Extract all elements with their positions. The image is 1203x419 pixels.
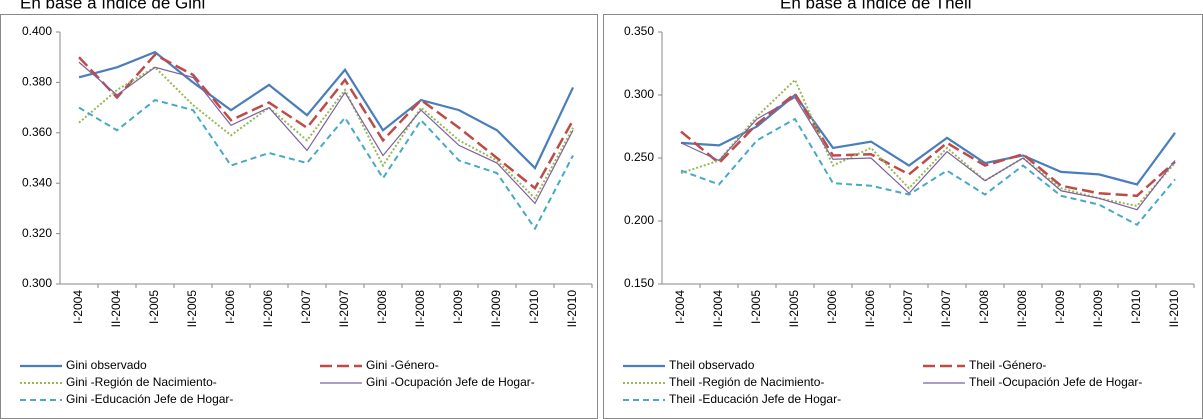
- y-tick-label: 0.320: [22, 226, 52, 240]
- x-tick-label: I-2010: [1129, 290, 1143, 324]
- x-tick-label: I-2007: [299, 290, 313, 324]
- series-line: [680, 96, 1176, 211]
- y-tick-label: 0.380: [22, 75, 52, 89]
- legend-label: Gini -Ocupación Jefe de Hogar-: [366, 375, 535, 389]
- y-tick-label: 0.200: [624, 213, 654, 227]
- x-tick-label: II-2004: [711, 290, 725, 328]
- x-tick-label: II-2005: [787, 290, 801, 328]
- x-tick-label: I-2006: [223, 290, 237, 324]
- y-tick-label: 0.150: [624, 276, 654, 290]
- chart-title: En base a índice de Theil: [780, 0, 972, 12]
- x-tick-label: I-2008: [977, 290, 991, 324]
- x-tick-label: I-2005: [749, 290, 763, 324]
- legend-label: Gini -Género-: [366, 358, 439, 372]
- legend-label: Gini observado: [66, 358, 147, 372]
- legend-label: Gini -Educación Jefe de Hogar-: [66, 392, 233, 406]
- x-tick-label: I-2009: [1053, 290, 1067, 324]
- x-tick-label: II-2008: [1015, 290, 1029, 328]
- legend-label: Theil -Ocupación Jefe de Hogar-: [969, 375, 1142, 389]
- x-tick-label: II-2008: [413, 290, 427, 328]
- x-tick-label: II-2009: [489, 290, 503, 328]
- legend-label: Theil -Región de Nacimiento-: [669, 375, 824, 389]
- x-tick-label: I-2007: [901, 290, 915, 324]
- y-tick-label: 0.400: [22, 24, 52, 38]
- x-tick-label: II-2004: [109, 290, 123, 328]
- y-tick-label: 0.300: [624, 87, 654, 101]
- x-tick-label: I-2009: [451, 290, 465, 324]
- x-tick-label: I-2005: [147, 290, 161, 324]
- x-tick-label: II-2006: [863, 290, 877, 328]
- y-tick-label: 0.360: [22, 125, 52, 139]
- x-tick-label: I-2010: [527, 290, 541, 324]
- series-line: [680, 93, 1176, 186]
- series-line: [78, 50, 574, 170]
- x-tick-label: I-2006: [825, 290, 839, 324]
- y-tick-label: 0.300: [22, 276, 52, 290]
- x-tick-label: II-2009: [1091, 290, 1105, 328]
- x-tick-label: II-2010: [1167, 290, 1181, 328]
- x-tick-label: II-2005: [185, 290, 199, 328]
- series-line: [78, 66, 574, 200]
- series-line: [680, 91, 1176, 198]
- chart-title: En base a índice de Gini: [20, 0, 205, 12]
- y-tick-label: 0.350: [624, 24, 654, 38]
- x-tick-label: II-2006: [261, 290, 275, 328]
- y-tick-label: 0.250: [624, 150, 654, 164]
- x-tick-label: I-2004: [673, 290, 687, 324]
- x-tick-label: II-2010: [565, 290, 579, 328]
- series-line: [78, 53, 575, 191]
- legend-label: Theil observado: [669, 358, 755, 372]
- x-tick-label: II-2007: [939, 290, 953, 328]
- legend-label: Gini -Región de Nacimiento-: [66, 375, 217, 389]
- y-tick-label: 0.340: [22, 175, 52, 189]
- x-tick-label: I-2004: [71, 290, 85, 324]
- series-line: [680, 117, 1176, 227]
- x-tick-label: I-2008: [375, 290, 389, 324]
- x-tick-label: II-2007: [337, 290, 351, 328]
- legend-label: Theil -Educación Jefe de Hogar-: [669, 392, 841, 406]
- series-line: [78, 61, 574, 205]
- legend-label: Theil -Género-: [969, 358, 1046, 372]
